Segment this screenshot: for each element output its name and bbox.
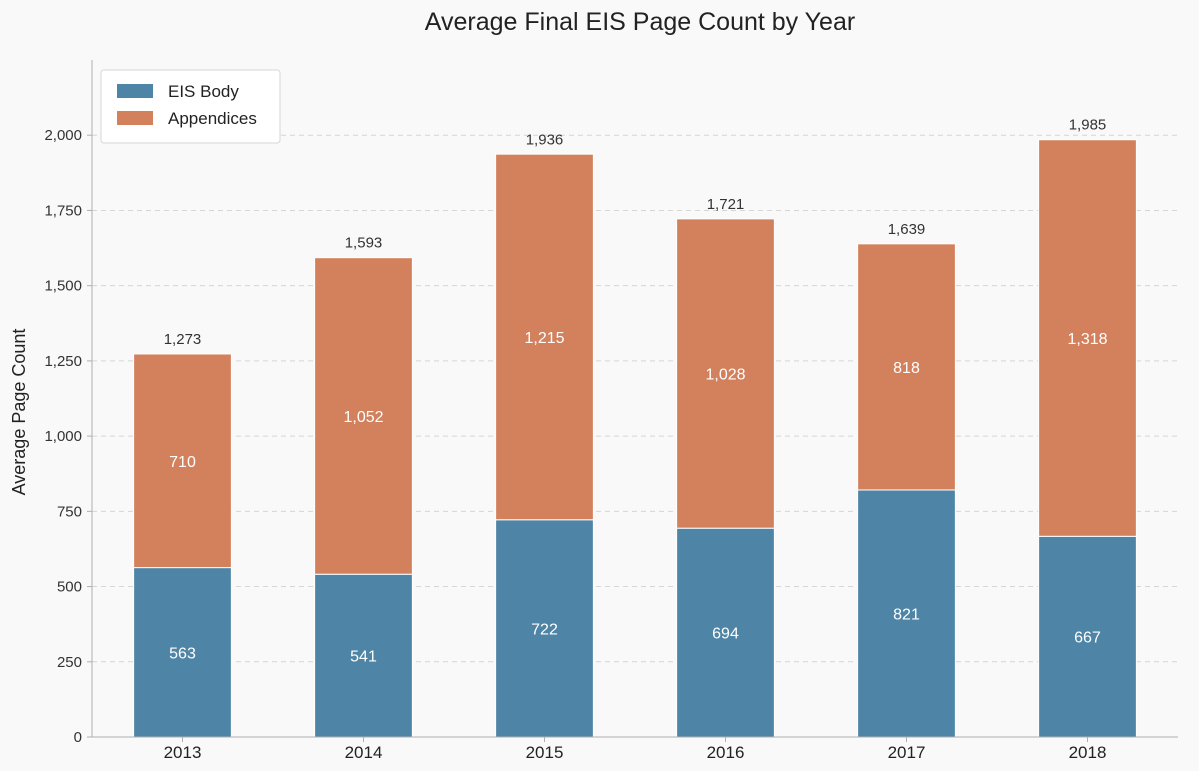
x-tick-label: 2014 [345, 743, 383, 762]
segment-value-label: 821 [893, 606, 920, 623]
segment-value-label: 1,052 [343, 409, 383, 426]
x-tick-label: 2018 [1069, 743, 1107, 762]
y-tick-label: 500 [57, 579, 82, 596]
bar-appendices-2014 [314, 257, 413, 575]
y-tick-label: 1,750 [44, 202, 82, 219]
segment-value-label: 1,215 [524, 330, 564, 347]
bar-eis-body-2013 [133, 567, 232, 738]
segment-value-label: 1,028 [705, 367, 745, 384]
axes-layer: 0 250 500 750 1,000 1,250 1,500 1,750 2,000 2013 2… [44, 60, 1178, 762]
segment-value-label: 694 [712, 626, 739, 643]
x-tick-label: 2016 [707, 743, 745, 762]
bar-appendices-2018 [1038, 139, 1137, 537]
x-tick-label: 2017 [888, 743, 926, 762]
bar-appendices-2015 [495, 153, 594, 521]
segment-value-label: 722 [531, 621, 558, 638]
y-tick-label: 2,000 [44, 127, 82, 144]
y-tick-label: 750 [57, 503, 82, 520]
grid-layer [92, 134, 1178, 663]
x-tick-label: 2013 [164, 743, 202, 762]
bar-appendices-2016 [676, 218, 775, 529]
legend-swatch-appendices [117, 111, 153, 125]
y-tick-label: 0 [74, 729, 82, 746]
x-tick-label: 2015 [526, 743, 564, 762]
y-tick-label: 250 [57, 654, 82, 671]
legend-box [100, 69, 281, 144]
segment-value-label: 563 [169, 645, 196, 662]
chart-title: Average Final EIS Page Count by Year [425, 8, 855, 36]
segment-value-label: 667 [1074, 630, 1101, 647]
y-axis-label: Average Page Count [9, 329, 29, 496]
legend-swatch-eis-body [117, 84, 153, 98]
segment-value-label: 1,318 [1067, 331, 1107, 348]
total-value-label: 1,273 [164, 331, 202, 348]
y-tick-label: 1,250 [44, 353, 82, 370]
total-value-label: 1,936 [526, 131, 564, 148]
segment-value-label: 818 [893, 360, 920, 377]
bar-appendices-2013 [133, 353, 232, 569]
bars-layer [133, 139, 1137, 738]
legend-label-eis-body: EIS Body [168, 82, 239, 101]
total-value-label: 1,721 [707, 196, 745, 213]
legend: EIS Body Appendices [100, 69, 281, 144]
legend-label-appendices: Appendices [168, 109, 257, 128]
total-value-label: 1,593 [345, 235, 383, 252]
bar-eis-body-2015 [495, 519, 594, 738]
bar-appendices-2017 [857, 243, 956, 491]
total-value-label: 1,985 [1069, 117, 1107, 134]
segment-value-label: 541 [350, 649, 377, 666]
labels-layer: 563 710 1,273 541 1,052 1,593 722 1,215 1,936 694… [164, 117, 1108, 666]
total-value-label: 1,639 [888, 221, 926, 238]
segment-value-label: 710 [169, 454, 196, 471]
y-tick-label: 1,500 [44, 278, 82, 295]
y-tick-label: 1,000 [44, 428, 82, 445]
bar-eis-body-2014 [314, 573, 413, 738]
bar-eis-body-2018 [1038, 535, 1137, 738]
